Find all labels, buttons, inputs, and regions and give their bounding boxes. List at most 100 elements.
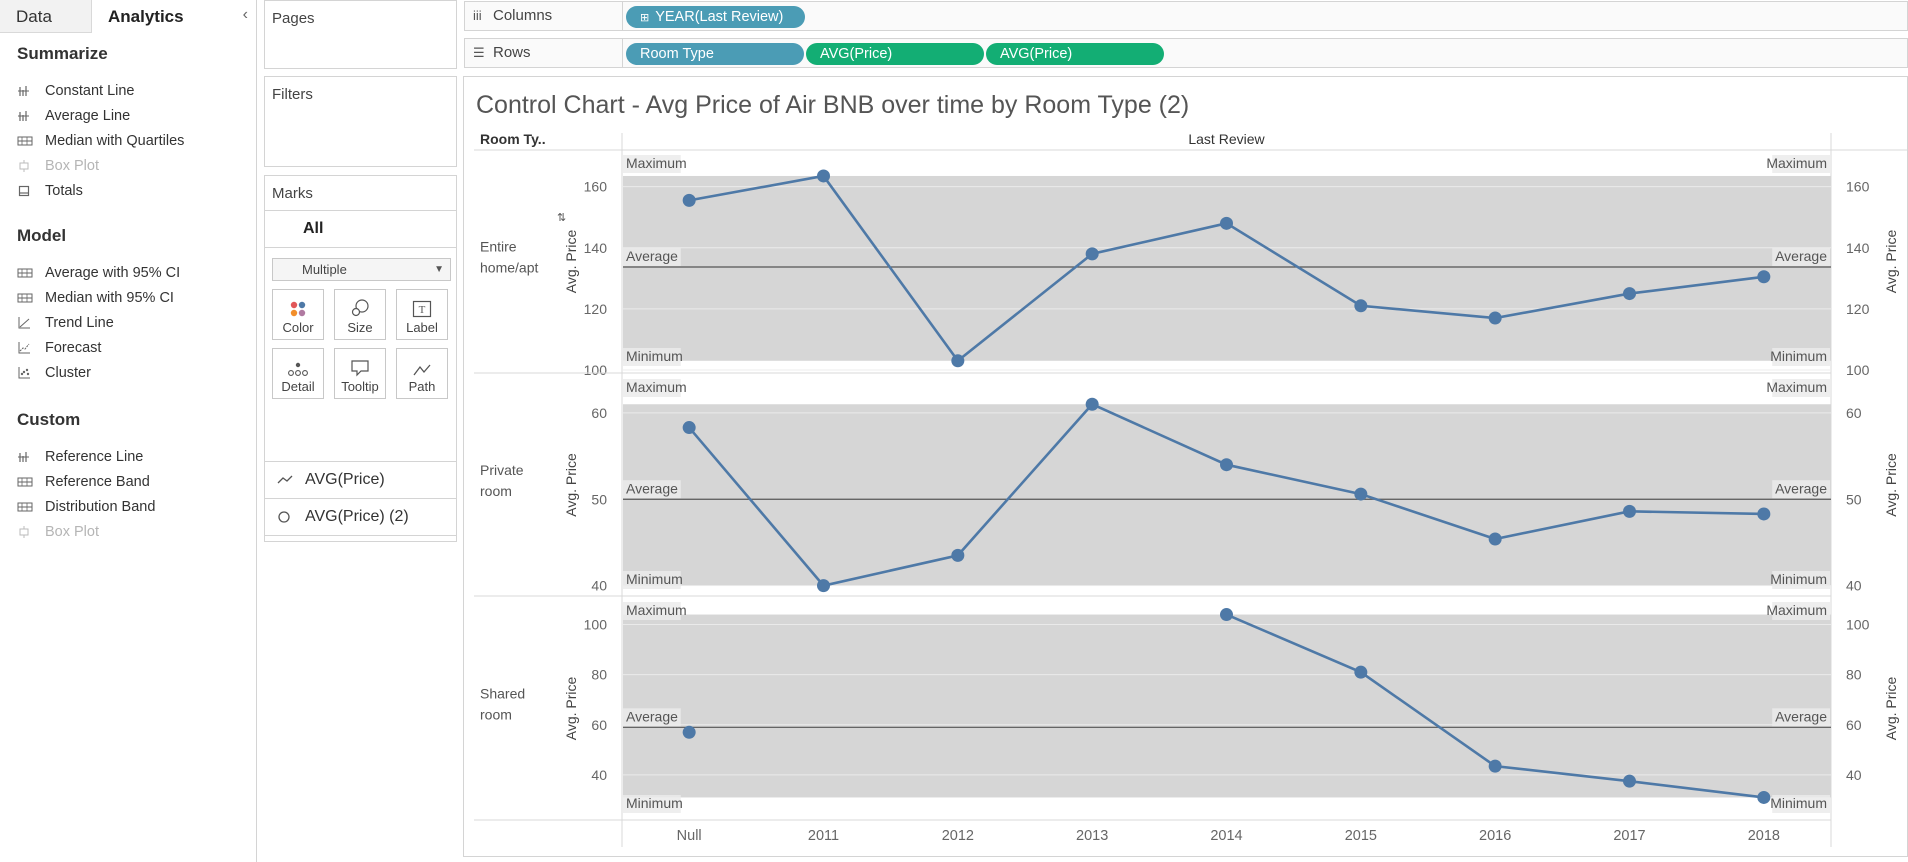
constant-line-icon — [17, 84, 39, 98]
data-point-2013 — [1085, 397, 1099, 411]
chart-panel-shared-room: Maximum Maximum Average Average Minimum Minim… — [474, 602, 1899, 821]
analytics-item-median-with-95-ci[interactable]: Median with 95% CI — [17, 288, 174, 308]
analytics-item-box-plot[interactable]: Box Plot — [17, 522, 99, 542]
marks-layer-label: AVG(Price) (2) — [305, 508, 409, 525]
y-tick-right: 120 — [1846, 301, 1870, 317]
filters-card[interactable]: Filters — [264, 76, 457, 167]
median-quartiles-icon — [17, 135, 39, 147]
band-label-average-bg — [623, 708, 681, 727]
x-tick-2013: 2013 — [1076, 828, 1108, 844]
analytics-item-average-line[interactable]: Average Line — [17, 106, 130, 126]
band-label-maximum: Maximum — [626, 379, 687, 395]
analytics-item-distribution-band[interactable]: Distribution Band — [17, 497, 155, 517]
detail-button[interactable]: Detail — [272, 348, 324, 399]
forecast-icon — [17, 341, 39, 355]
band-label-average-bg — [1772, 708, 1830, 727]
path-button[interactable]: Path — [396, 348, 448, 399]
marks-layer-avg-price[interactable]: AVG(Price) — [265, 462, 456, 498]
analytics-item-label: Median with 95% CI — [45, 290, 174, 306]
band-label-minimum-bg — [1772, 348, 1830, 366]
analytics-item-totals[interactable]: Totals — [17, 181, 83, 201]
band-label-minimum: Minimum — [626, 348, 683, 364]
y-axis-title-left: Avg. Price — [563, 230, 579, 294]
y-tick-left: 100 — [584, 617, 608, 633]
pill-room-type[interactable]: Room Type — [626, 43, 804, 65]
pages-card-title: Pages — [272, 10, 315, 27]
columns-shelf-label: iii Columns — [465, 2, 623, 30]
pill-avg-price[interactable]: AVG(Price) — [806, 43, 984, 65]
data-point-2011 — [817, 579, 830, 593]
control-band — [623, 614, 1831, 798]
band-label-average: Average — [1775, 480, 1827, 496]
analytics-pane: Data Analytics ‹ Summarize Constant Line A… — [0, 0, 257, 862]
control-chart[interactable]: Room Ty.. Last Review Maximum Maximum Averag… — [464, 77, 1908, 857]
tab-analytics[interactable]: Analytics — [108, 7, 184, 26]
analytics-item-label: Trend Line — [45, 315, 114, 331]
label-button[interactable]: T Label — [396, 289, 448, 340]
data-point-2016 — [1488, 311, 1502, 325]
marks-all-tab[interactable]: All — [303, 220, 324, 237]
x-tick-2017: 2017 — [1613, 828, 1645, 844]
column-header-label: Last Review — [1188, 131, 1265, 147]
mark-type-dropdown[interactable]: Multiple ▼ — [272, 258, 451, 281]
analytics-item-reference-band[interactable]: Reference Band — [17, 472, 150, 492]
data-point-2014 — [1220, 216, 1233, 230]
viz-title: Control Chart - Avg Price of Air BNB ove… — [476, 91, 1190, 119]
pill-avg-price-2[interactable]: AVG(Price) — [986, 43, 1164, 65]
collapse-pane-button[interactable]: ‹ — [242, 6, 248, 23]
divider — [265, 247, 456, 248]
trend-line-icon — [17, 316, 39, 330]
analytics-item-trend-line[interactable]: Trend Line — [17, 313, 114, 333]
tooltip-icon — [335, 349, 385, 377]
size-button[interactable]: Size — [334, 289, 386, 340]
y-axis-title-left: Avg. Price — [563, 453, 579, 517]
y-axis-title-right: Avg. Price — [1883, 677, 1899, 741]
band-label-minimum-bg — [623, 348, 681, 366]
columns-label-text: Columns — [493, 7, 553, 24]
chart-panel-entire-home-apt: Maximum Maximum Average Average Minimum Minim… — [474, 155, 1899, 378]
band-label-minimum: Minimum — [626, 571, 683, 587]
analytics-item-label: Forecast — [45, 340, 102, 356]
band-label-minimum: Minimum — [626, 795, 683, 811]
y-tick-right: 100 — [1846, 362, 1870, 378]
band-label-average: Average — [626, 248, 678, 264]
analytics-item-median-with-quartiles[interactable]: Median with Quartiles — [17, 131, 184, 151]
x-tick-2011: 2011 — [808, 828, 839, 844]
data-point-2014 — [1220, 458, 1233, 472]
analytics-item-cluster[interactable]: Cluster — [17, 363, 91, 383]
analytics-item-label: Reference Line — [45, 449, 144, 465]
band-label-minimum: Minimum — [1770, 571, 1827, 587]
analytics-item-constant-line[interactable]: Constant Line — [17, 81, 134, 101]
pill-year-last-review[interactable]: ⊞ YEAR(Last Review) — [626, 6, 805, 28]
analytics-item-reference-line[interactable]: Reference Line — [17, 447, 143, 467]
size-button-label: Size — [347, 320, 373, 335]
x-tick-2012: 2012 — [942, 828, 974, 844]
band-label-maximum-bg — [1772, 155, 1830, 173]
chevron-down-icon: ▼ — [434, 264, 444, 275]
cluster-icon — [17, 366, 39, 380]
x-tick-null: Null — [677, 828, 702, 844]
distribution-band-icon — [17, 501, 39, 513]
label-button-label: Label — [406, 320, 438, 335]
analytics-item-average-with-95-ci[interactable]: Average with 95% CI — [17, 263, 180, 283]
y-tick-right: 50 — [1846, 491, 1862, 507]
tab-data[interactable]: Data — [0, 0, 92, 33]
columns-shelf[interactable]: iii Columns ⊞ YEAR(Last Review) — [464, 1, 1908, 31]
viz-worksheet[interactable]: Room Ty.. Last Review Maximum Maximum Averag… — [463, 76, 1908, 857]
analytics-item-box-plot[interactable]: Box Plot — [17, 156, 99, 176]
y-tick-right: 60 — [1846, 405, 1862, 421]
filters-card-title: Filters — [272, 86, 313, 103]
marks-layer-avg-price-2[interactable]: AVG(Price) (2) — [265, 499, 456, 535]
divider — [265, 535, 456, 536]
circle-mark-icon — [277, 510, 297, 524]
rows-shelf[interactable]: ☰ Rows Room Type AVG(Price) AVG(Price) — [464, 38, 1908, 68]
pill-label: AVG(Price) — [1000, 46, 1073, 62]
pages-card[interactable]: Pages — [264, 0, 457, 69]
tooltip-button[interactable]: Tooltip — [334, 348, 386, 399]
row-header-room-type: home/apt — [480, 260, 538, 276]
analytics-item-forecast[interactable]: Forecast — [17, 338, 101, 358]
band-label-average-bg — [1772, 247, 1830, 266]
color-button[interactable]: Color — [272, 289, 324, 340]
analytics-item-label: Distribution Band — [45, 499, 156, 515]
rows-icon: ☰ — [473, 45, 485, 60]
